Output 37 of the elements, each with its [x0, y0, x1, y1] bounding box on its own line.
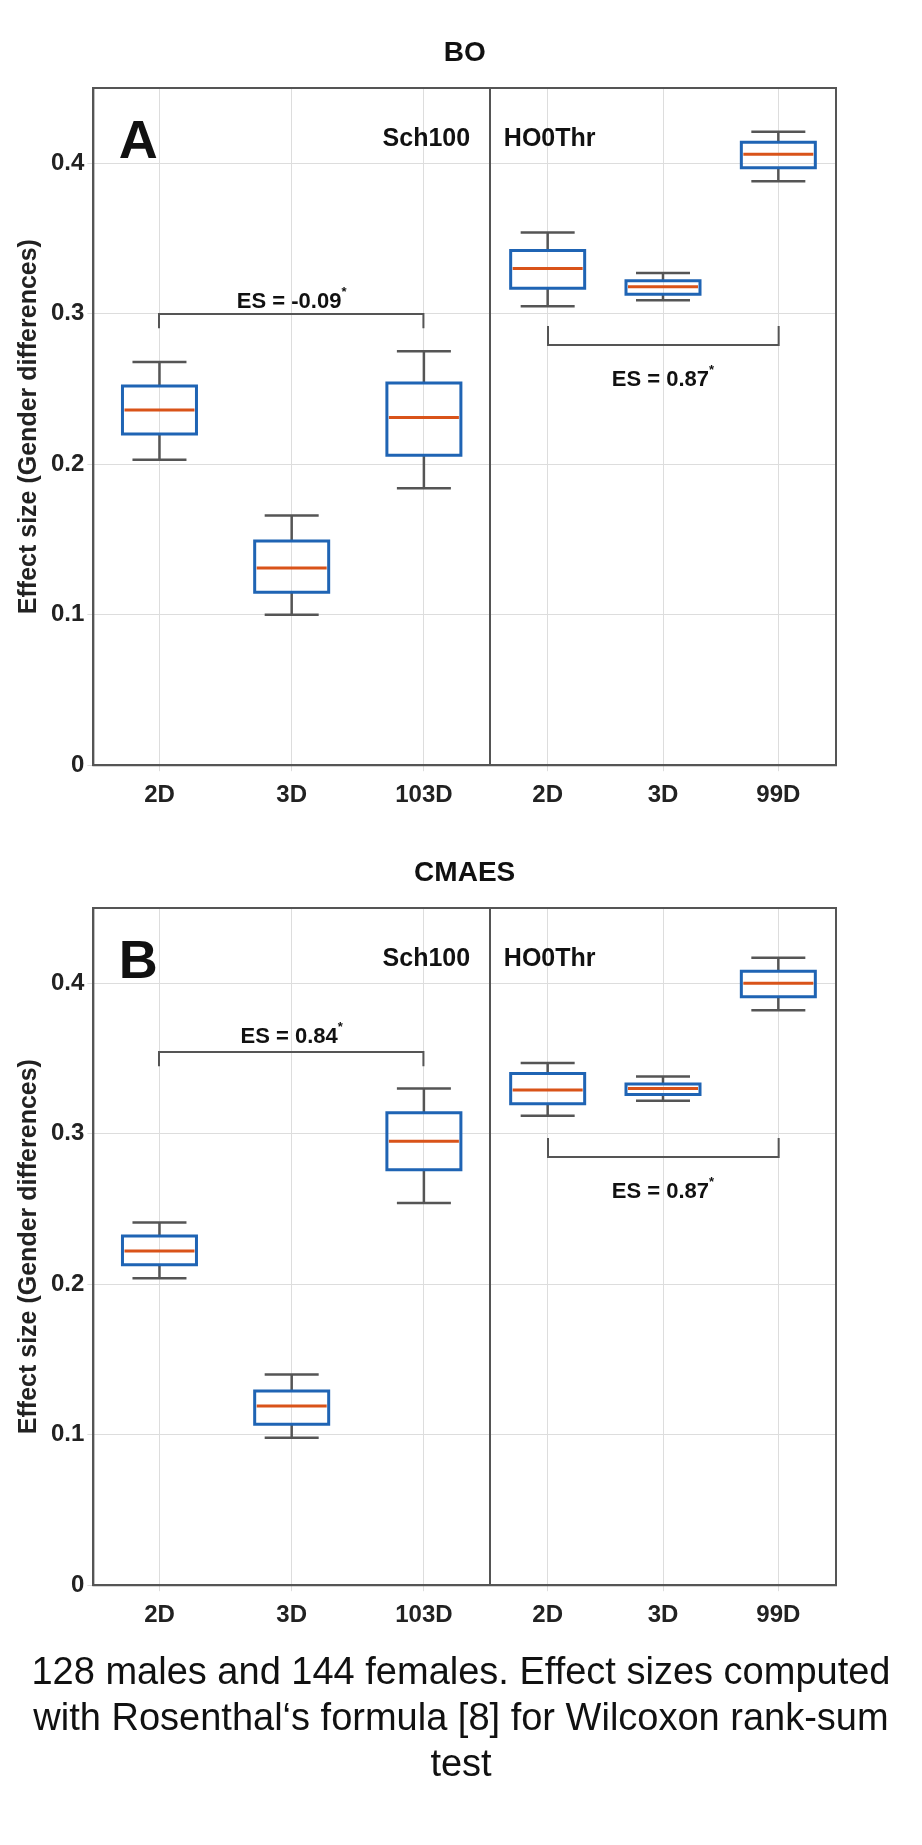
annotation: HO0Thr	[503, 943, 596, 972]
annotation: A	[118, 109, 158, 170]
chart-title: CMAES	[413, 856, 517, 888]
x-tick-label: 2D	[144, 780, 175, 808]
annotation: ES = 0.87*	[611, 1173, 716, 1203]
x-tick-label: 99D	[756, 780, 801, 808]
y-tick-label: 0.1	[50, 599, 85, 627]
y-axis-title: Effect size (Gender differences)	[12, 1059, 41, 1435]
x-tick-label: 103D	[395, 780, 453, 808]
x-tick-label: 3D	[647, 780, 679, 808]
chart-title: BO	[442, 36, 487, 68]
y-tick-label: 0.3	[50, 1118, 85, 1146]
annotation: Sch100	[382, 123, 471, 152]
annotation: Sch100	[382, 943, 471, 972]
y-tick-label: 0.4	[50, 147, 85, 175]
annotation: B	[118, 929, 158, 990]
annotation: ES = 0.87*	[611, 361, 716, 391]
x-tick-label: 2D	[532, 1600, 564, 1628]
annotation: ES = -0.09*	[236, 283, 348, 314]
x-tick-label: 103D	[395, 1600, 453, 1628]
y-tick-label: 0.3	[50, 298, 85, 326]
x-tick-label: 3D	[647, 1600, 679, 1628]
y-tick-label: 0.2	[50, 448, 85, 476]
text: 128 males and 144 females. Effect sizes computed with Rosenthal‘s formula [8] for Wilcoxon rank-sum test	[30, 1649, 892, 1786]
y-axis-title: Effect size (Gender differences)	[12, 239, 41, 615]
annotation: ES = 0.84*	[240, 1019, 344, 1049]
x-tick-label: 3D	[276, 1600, 308, 1628]
y-tick-label: 0	[71, 749, 85, 777]
y-tick-label: 0.1	[50, 1419, 85, 1447]
x-tick-label: 3D	[276, 780, 308, 808]
x-tick-label: 99D	[756, 1600, 801, 1628]
y-tick-label: 0.4	[50, 967, 85, 995]
x-tick-label: 2D	[532, 780, 564, 808]
y-tick-label: 0.2	[50, 1268, 85, 1296]
y-tick-label: 0	[71, 1569, 85, 1597]
x-tick-label: 2D	[144, 1600, 175, 1628]
annotation: HO0Thr	[503, 123, 596, 152]
